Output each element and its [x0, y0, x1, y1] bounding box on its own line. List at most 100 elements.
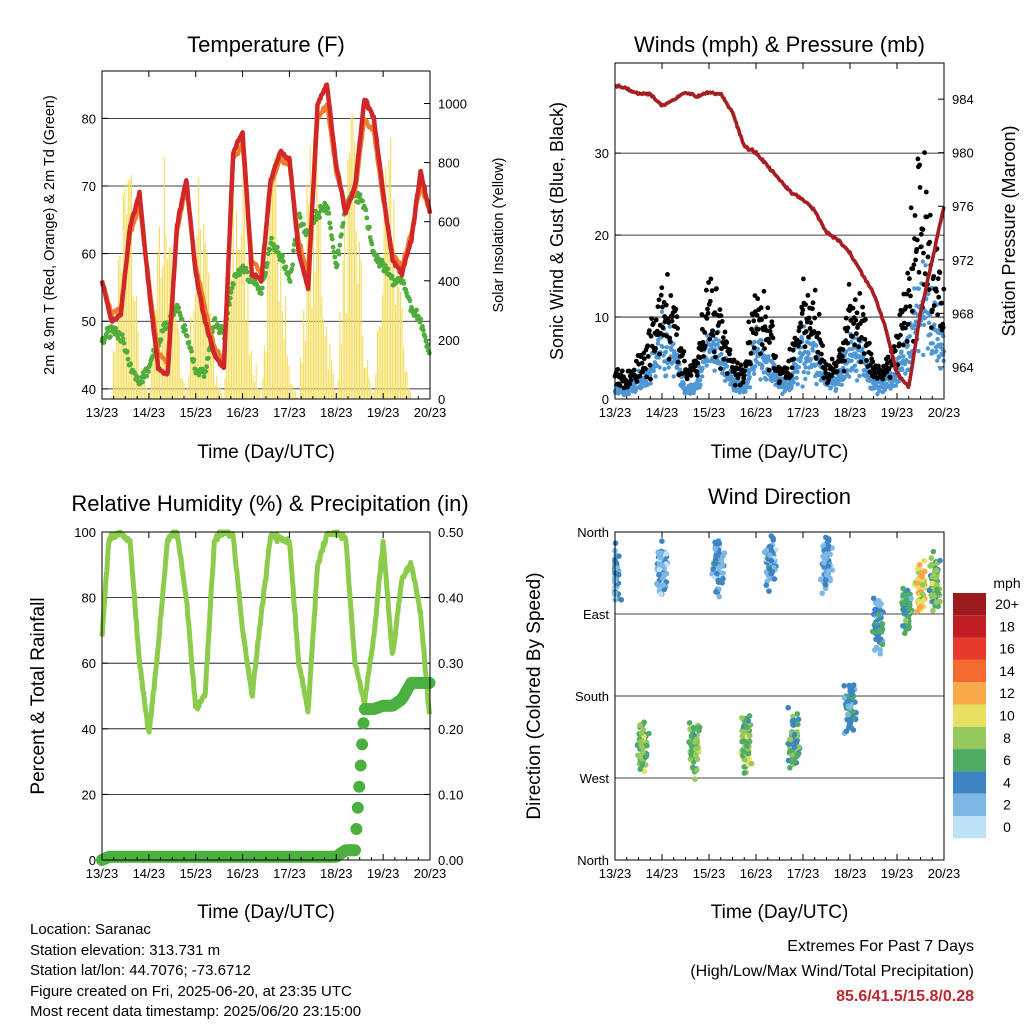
gust-point [929, 325, 934, 330]
gust-point [829, 356, 835, 362]
direction-point [745, 750, 752, 757]
gust-point [641, 356, 647, 362]
gust-point [673, 306, 679, 312]
dewpoint-series-point [383, 263, 388, 268]
direction-point [877, 636, 884, 642]
gust-point [851, 321, 856, 326]
gust-point [719, 319, 725, 324]
gust-point [913, 257, 918, 263]
direction-point [933, 567, 940, 574]
direction-point [906, 624, 912, 630]
direction-point [714, 570, 720, 577]
gust-point [868, 351, 874, 357]
dewpoint-series-point [360, 198, 365, 204]
dewpoint-series-point [256, 285, 262, 291]
gust-point [731, 357, 737, 363]
gust-point [936, 294, 942, 300]
gust-point [904, 291, 909, 297]
gust-point [905, 321, 911, 327]
gust-point [724, 340, 730, 345]
gust-series [612, 150, 947, 391]
dewpoint-series-point [267, 247, 273, 253]
dewpoint-series-point [178, 313, 183, 318]
direction-point [658, 550, 664, 556]
direction-point [934, 582, 940, 588]
direction-ylabel: Direction (Colored By Speed) [524, 572, 545, 819]
wind-point [664, 345, 670, 350]
speed-legend-label: 10 [999, 708, 1015, 724]
dewpoint-series-point [237, 272, 242, 278]
wind-point [852, 363, 858, 368]
wind-point [766, 354, 771, 359]
gust-point [762, 324, 768, 330]
direction-point [877, 647, 883, 653]
direction-point [716, 593, 722, 600]
wind-point [916, 286, 921, 291]
gust-point [670, 314, 675, 319]
dewpoint-series-point [201, 374, 207, 380]
direction-point [643, 752, 650, 759]
direction-point [927, 563, 933, 569]
temp-2m-series [99, 82, 433, 377]
dewpoint-series-point [186, 339, 192, 345]
wind-point [928, 332, 933, 337]
gust-point [867, 340, 872, 346]
wind-point [921, 352, 926, 358]
dewpoint-series-point [367, 224, 372, 230]
wind-point [760, 363, 765, 369]
temp-xtick-label: 13/23 [86, 405, 119, 420]
direction-point [841, 683, 847, 689]
direction-point [849, 708, 856, 715]
gust-point [748, 351, 754, 356]
gust-point [740, 379, 746, 385]
wind-xtick-label: 13/23 [599, 405, 632, 420]
gust-point [708, 276, 714, 282]
wind-point [803, 376, 808, 382]
wind-point [719, 351, 724, 357]
direction-point [876, 627, 882, 634]
dewpoint-series-point [363, 207, 369, 213]
gust-point [922, 271, 928, 277]
gust-point [891, 344, 897, 349]
direction-point [787, 748, 793, 754]
gust-point [918, 244, 924, 250]
precip-point [350, 823, 363, 835]
dewpoint-series-point [422, 334, 428, 340]
gust-point [803, 302, 808, 307]
gust-point [867, 369, 873, 375]
speed-legend-label: 18 [999, 618, 1015, 634]
gust-point [644, 374, 649, 380]
gust-point [717, 307, 723, 312]
gust-point [647, 328, 652, 334]
direction-point [694, 767, 700, 773]
wind-point [921, 322, 927, 328]
gust-point [617, 383, 623, 388]
direction-point [919, 591, 926, 597]
dewpoint-series-point [287, 279, 293, 284]
gust-point [917, 185, 923, 190]
rh-xtick-label: 19/23 [367, 866, 400, 881]
gust-point [637, 373, 643, 379]
direction-point [848, 718, 854, 724]
dewpoint-series-point [183, 327, 188, 333]
gust-point [695, 360, 701, 366]
gust-point [751, 345, 757, 351]
direction-point [900, 623, 906, 629]
direction-point [710, 566, 716, 572]
direction-xtick-label: 15/23 [693, 866, 726, 881]
direction-point [825, 568, 832, 574]
dewpoint-series-point [326, 210, 332, 216]
pressure-y2tick-label: 980 [952, 146, 974, 161]
gust-point [770, 335, 776, 341]
direction-point [908, 595, 914, 602]
gust-point [813, 356, 819, 361]
direction-point [785, 704, 791, 711]
gust-point [812, 315, 818, 321]
gust-point [907, 276, 912, 282]
wind-point [653, 374, 658, 379]
gust-point [721, 356, 727, 362]
gust-point [688, 373, 694, 378]
direction-point [616, 553, 622, 559]
gust-point [906, 288, 912, 293]
dewpoint-series-point [283, 264, 289, 270]
